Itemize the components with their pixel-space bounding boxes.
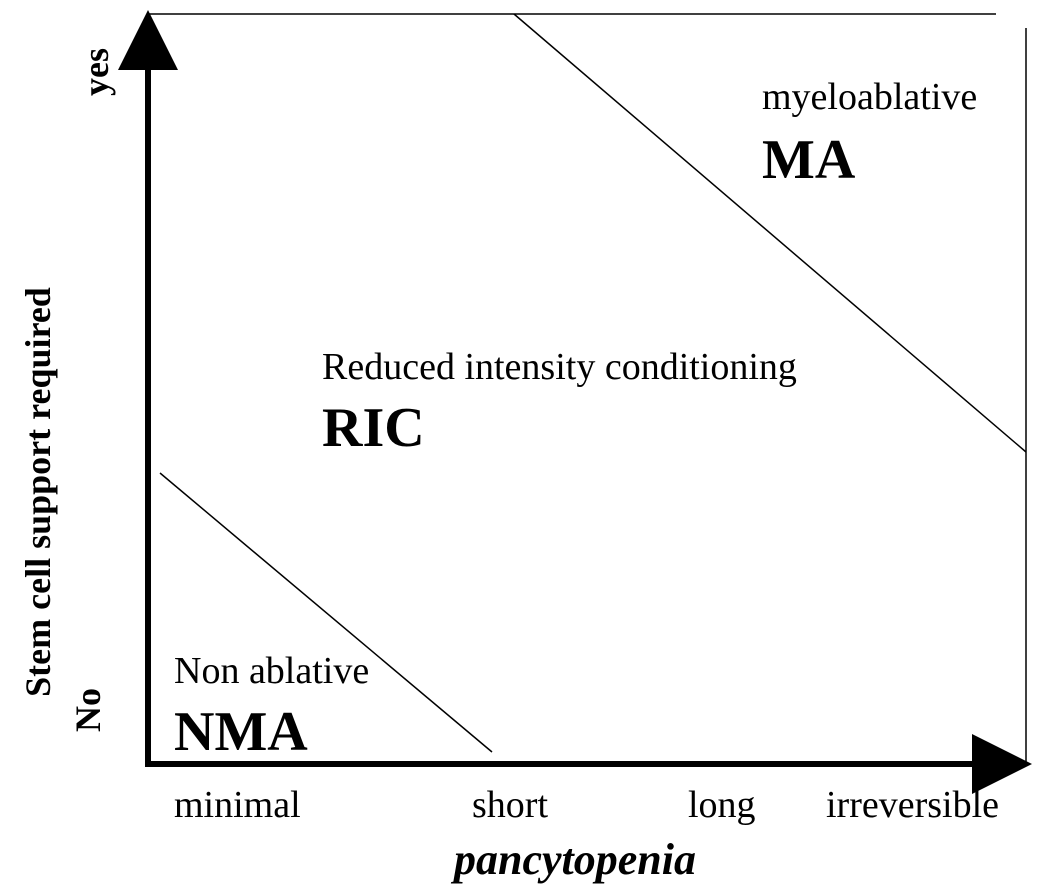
x-tick-irreversible: irreversible [826,784,1000,826]
x-axis-title: pancytopenia [454,835,696,884]
ma-region-name: myeloablative [762,76,978,118]
x-tick-minimal: minimal [174,784,301,826]
y-axis-high-label: yes [76,48,116,96]
ric-region-abbr: RIC [322,397,425,459]
y-axis-title: Stem cell support required [18,287,58,697]
y-axis-low-label: No [68,688,108,732]
nma-region-name: Non ablative [174,650,370,692]
nma-region-abbr: NMA [174,701,308,763]
ma-region-abbr: MA [762,129,856,191]
ma-ric-boundary-line [513,13,1027,453]
x-tick-short: short [472,784,548,826]
ric-nma-boundary-line [159,472,493,753]
ric-region-name: Reduced intensity conditioning [322,346,797,388]
x-tick-long: long [688,784,756,826]
